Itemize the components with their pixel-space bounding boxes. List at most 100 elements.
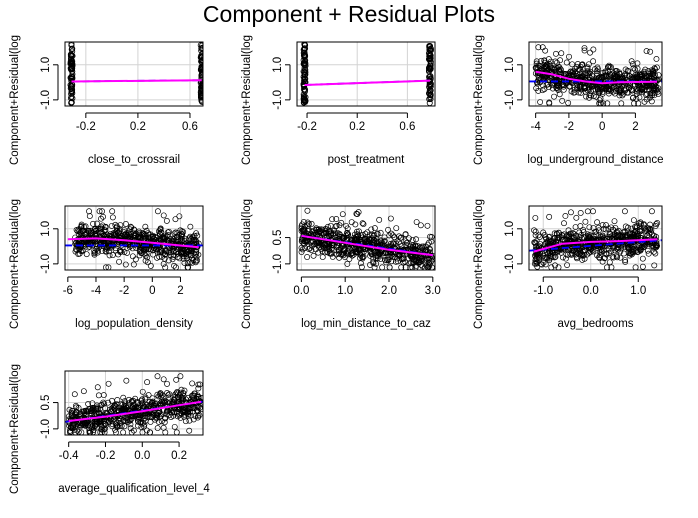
data-point xyxy=(130,402,137,409)
data-point xyxy=(312,246,319,253)
data-point xyxy=(70,413,77,420)
x-tick-label: -0.4 xyxy=(59,450,79,462)
data-point xyxy=(633,224,640,231)
data-point xyxy=(142,223,149,230)
data-point xyxy=(371,238,378,245)
data-point xyxy=(157,235,164,242)
data-point xyxy=(100,213,107,220)
x-tick-label: 1.0 xyxy=(630,285,646,297)
plot-frame xyxy=(64,205,204,271)
data-point xyxy=(576,73,583,80)
data-point xyxy=(632,66,639,73)
data-point xyxy=(388,230,395,237)
data-point xyxy=(344,229,351,236)
x-tick-label: 1.0 xyxy=(337,285,353,297)
data-point xyxy=(374,253,381,260)
data-point xyxy=(346,256,353,262)
data-point xyxy=(413,243,419,250)
data-point xyxy=(647,90,654,97)
data-point xyxy=(304,254,311,260)
data-point xyxy=(570,230,577,237)
x-tick-label: 2.0 xyxy=(381,285,397,297)
data-point xyxy=(158,398,165,405)
data-point xyxy=(386,264,393,270)
data-point xyxy=(77,420,84,427)
panel-5: 0.0 1.0 2.0 3.0 log_min_distance_to_caz -1.0 0… xyxy=(241,199,441,330)
x-tick-label: -4 xyxy=(531,121,542,133)
y-tick-label: 1.0 xyxy=(272,57,284,73)
data-point xyxy=(577,89,584,96)
data-point xyxy=(343,249,349,256)
data-point xyxy=(68,52,75,59)
data-point xyxy=(301,99,308,106)
data-point xyxy=(649,71,656,78)
data-point xyxy=(300,240,307,247)
data-point xyxy=(191,395,198,402)
data-point xyxy=(358,264,365,270)
data-point xyxy=(160,424,167,431)
data-point xyxy=(418,255,425,262)
data-point xyxy=(652,222,659,229)
data-point xyxy=(653,242,660,249)
data-point xyxy=(327,250,334,257)
data-point xyxy=(589,83,596,90)
data-point xyxy=(643,92,650,98)
data-point xyxy=(76,411,83,418)
data-point xyxy=(164,229,171,236)
data-point xyxy=(325,245,332,252)
data-point xyxy=(121,249,128,255)
x-tick-label: 2 xyxy=(632,121,638,133)
data-point xyxy=(427,91,434,98)
data-point xyxy=(165,257,172,264)
x-axis-label: log_population_density xyxy=(75,318,193,330)
data-point xyxy=(590,46,597,53)
data-point xyxy=(385,226,392,233)
data-point xyxy=(154,373,161,380)
data-point xyxy=(131,232,138,239)
data-point xyxy=(171,409,178,415)
data-point xyxy=(655,76,662,83)
points xyxy=(300,42,434,106)
data-point xyxy=(170,412,177,419)
data-point xyxy=(605,250,612,257)
data-point xyxy=(124,241,131,248)
panel-6: -1.0 0.0 1.0 avg_bedrooms -1.0 1.0 Component+R… xyxy=(473,199,663,330)
data-point xyxy=(122,221,129,227)
smooth-line xyxy=(67,237,199,249)
data-point xyxy=(181,259,188,266)
data-point xyxy=(635,74,642,81)
plot-frame xyxy=(528,205,663,271)
data-point xyxy=(177,227,184,234)
data-point xyxy=(333,222,340,229)
data-point xyxy=(120,429,127,435)
data-point xyxy=(302,66,309,73)
data-point xyxy=(301,49,308,56)
data-point xyxy=(304,238,311,245)
data-point xyxy=(612,68,619,75)
data-point xyxy=(586,224,593,231)
data-point xyxy=(644,232,651,239)
data-point xyxy=(106,243,113,250)
data-point xyxy=(586,86,592,93)
data-point xyxy=(647,225,654,232)
data-point xyxy=(300,46,307,53)
data-point xyxy=(108,222,115,229)
data-point xyxy=(145,246,152,252)
panel-1: -0.2 0.2 0.6 close_to_crossrail -1.0 1.0 Compo… xyxy=(9,35,204,166)
data-point xyxy=(374,249,381,255)
data-point xyxy=(400,259,407,266)
data-point xyxy=(560,86,567,93)
data-point xyxy=(376,216,383,223)
data-point xyxy=(552,262,559,269)
data-point xyxy=(187,252,194,258)
x-tick-label: 0 xyxy=(149,285,155,297)
data-point xyxy=(539,44,546,51)
data-point xyxy=(573,214,580,221)
data-point xyxy=(651,262,658,269)
data-point xyxy=(309,242,315,249)
data-point xyxy=(550,238,557,245)
data-point xyxy=(634,65,641,72)
panel-7: -0.4 -0.2 0.0 0.2 average_qualification_leve… xyxy=(9,364,210,495)
data-point xyxy=(109,397,115,404)
data-point xyxy=(387,215,394,222)
